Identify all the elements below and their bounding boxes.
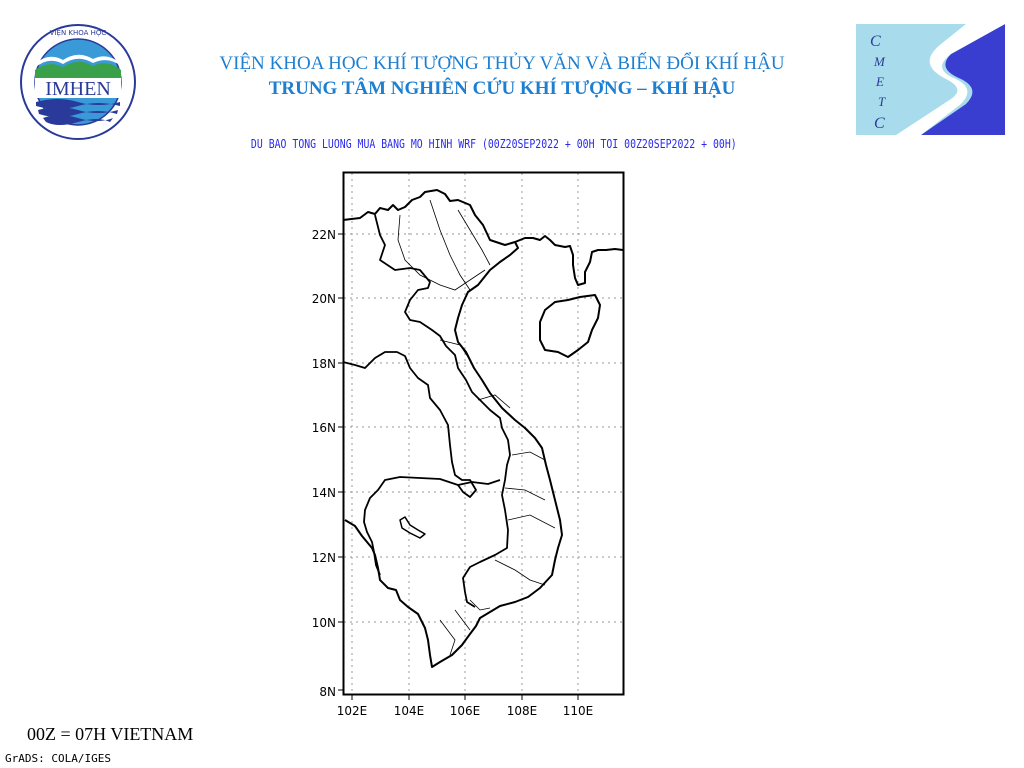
svg-text:C: C — [870, 33, 881, 50]
cmetc-logo: C M E T C — [856, 24, 1005, 135]
svg-text:IMHEN: IMHEN — [45, 78, 111, 100]
lat-label: 16N — [312, 421, 336, 435]
map-title: DU BAO TONG LUONG MUA BANG MO HINH WRF (… — [250, 137, 737, 151]
grads-credit: GrADS: COLA/IGES — [5, 752, 111, 765]
svg-text:C: C — [874, 115, 885, 132]
timezone-note: 00Z = 07H VIETNAM — [27, 724, 194, 744]
map-frame — [342, 171, 625, 696]
province-borders — [397, 199, 556, 656]
svg-text:M: M — [873, 54, 886, 69]
lat-label: 14N — [312, 486, 336, 500]
lon-label: 110E — [563, 704, 594, 718]
lat-label: 18N — [312, 357, 336, 371]
lon-ticks — [351, 695, 579, 700]
institute-title: VIỆN KHOA HỌC KHÍ TƯỢNG THỦY VĂN VÀ BIẾN… — [219, 53, 785, 74]
lon-label: 108E — [507, 704, 538, 718]
coastlines — [342, 189, 624, 668]
lat-label: 12N — [312, 551, 336, 565]
lon-label: 104E — [394, 704, 425, 718]
lat-label: 8N — [319, 685, 336, 699]
svg-text:T: T — [878, 94, 886, 109]
lat-label: 10N — [312, 616, 336, 630]
svg-text:E: E — [875, 74, 884, 89]
svg-text:VIỆN KHOA HỌC: VIỆN KHOA HỌC — [50, 28, 107, 37]
lat-label: 20N — [312, 292, 336, 306]
center-title: TRUNG TÂM NGHIÊN CỨU KHÍ TƯỢNG – KHÍ HẬU — [268, 78, 736, 99]
lat-label: 22N — [312, 228, 336, 242]
grid-lines — [344, 173, 622, 694]
lon-label: 106E — [450, 704, 481, 718]
lon-label: 102E — [337, 704, 368, 718]
country-borders — [342, 214, 511, 608]
imhen-logo: IMHEN VIỆN KHOA HỌC — [18, 22, 138, 142]
lat-ticks — [338, 233, 343, 691]
